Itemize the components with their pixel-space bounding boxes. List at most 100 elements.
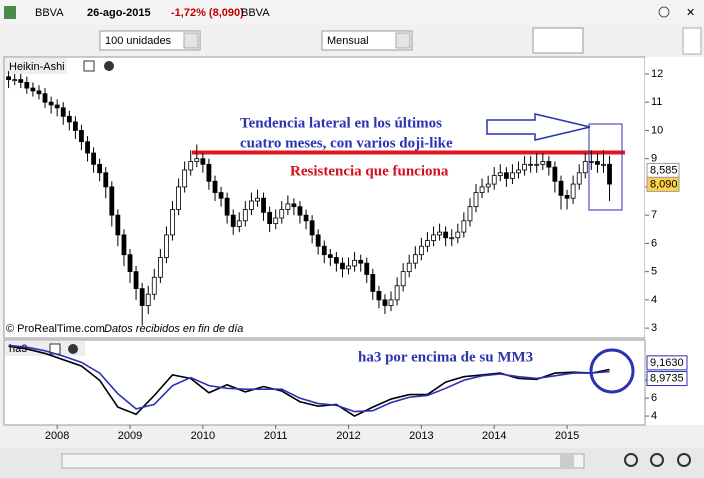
candle-body	[400, 271, 406, 287]
y-tick-label: 11	[651, 96, 662, 108]
x-tick-label: 2011	[264, 430, 288, 442]
quantity: 100 unidades	[105, 35, 172, 47]
candle-body	[291, 203, 297, 208]
period: Mensual	[327, 35, 369, 47]
price-label-box	[646, 176, 680, 192]
candle-body	[255, 197, 260, 202]
indicator-line	[8, 344, 610, 413]
candle-body	[212, 180, 218, 193]
panel-header	[5, 58, 67, 74]
y-tick-label: 4	[651, 410, 657, 422]
x-tick-label: 2013	[409, 430, 433, 442]
zoom-out-button[interactable]	[650, 453, 664, 467]
panel-header	[5, 341, 85, 356]
candle-body	[382, 299, 388, 306]
candle-body	[170, 209, 175, 236]
candle-body	[79, 130, 84, 143]
candle-body	[431, 234, 436, 241]
annotation: cuatro meses, con varios doji-like	[240, 135, 453, 151]
panel-close[interactable]	[68, 344, 78, 354]
candle-body	[273, 217, 279, 225]
date: 26-ago-2015	[87, 7, 151, 19]
dropdown-arrow[interactable]	[395, 32, 411, 49]
price-label-box	[646, 355, 688, 371]
panel-title: Heikin-Ashi	[9, 61, 65, 73]
candle-body	[376, 291, 382, 301]
candle-body	[540, 161, 546, 165]
candle-body	[109, 186, 115, 216]
candle-body	[48, 101, 54, 106]
zoom-in-button[interactable]	[677, 453, 691, 467]
price-label: 8,9735	[650, 372, 684, 384]
candle-body	[473, 192, 479, 208]
scrollbar[interactable]	[61, 453, 585, 469]
candle-body	[236, 220, 242, 227]
credit: © ProRealTime.com	[6, 323, 105, 335]
candle-body	[133, 271, 139, 289]
candle-body	[510, 172, 515, 179]
candle-body	[455, 231, 461, 239]
candle-body	[552, 166, 558, 182]
candle-body	[194, 158, 200, 162]
y-tick-label: 7	[651, 209, 657, 221]
y-tick-label: 3	[651, 322, 657, 334]
dropdown-arrow[interactable]	[183, 32, 199, 49]
close-button[interactable]: ✕	[686, 7, 695, 19]
candle-body	[443, 231, 449, 239]
candle-body	[497, 172, 503, 177]
y-tick-label: 5	[651, 266, 657, 278]
candle-body	[461, 220, 467, 233]
candle-body	[115, 214, 121, 236]
candle-body	[522, 163, 527, 171]
candle-body	[164, 234, 169, 258]
annotation-circle	[589, 348, 635, 394]
price-label-box	[646, 371, 688, 387]
candle-body	[206, 163, 212, 182]
candle-body	[582, 161, 588, 174]
app-icon[interactable]	[4, 6, 16, 19]
period-dropdown[interactable]	[321, 30, 413, 51]
candle-body	[6, 76, 11, 80]
candle-body	[224, 197, 230, 216]
candle-body	[145, 293, 151, 306]
price-panel	[3, 56, 646, 339]
candle-body	[467, 206, 473, 222]
candle-body	[516, 169, 521, 174]
candle-body	[285, 203, 291, 210]
candle-body	[534, 163, 540, 166]
candle-body	[24, 82, 30, 89]
candle-body	[121, 234, 127, 256]
candle-body	[261, 197, 266, 213]
instrument-name: BBVA	[241, 7, 270, 19]
candle-body	[127, 254, 133, 273]
annotation: Resistencia que funciona	[290, 163, 449, 179]
candle-body	[218, 192, 224, 199]
candle-body	[588, 161, 594, 163]
symbol[interactable]: BBVA	[35, 7, 64, 19]
panel-icon[interactable]	[83, 60, 95, 72]
side-button[interactable]	[682, 27, 702, 55]
options-button[interactable]	[658, 6, 670, 18]
candle-body	[485, 183, 491, 188]
plot: 34567891011128,5858,0904689,16308,973520…	[6, 68, 688, 442]
panel-close[interactable]	[104, 61, 114, 71]
title-bar	[0, 0, 704, 25]
candle-body	[358, 259, 364, 264]
candle-body	[249, 200, 254, 210]
scroll-thumb[interactable]	[560, 455, 574, 467]
candle-body	[309, 220, 315, 236]
x-tick-label: 2015	[555, 430, 579, 442]
change: -1,72% (8,090)	[171, 7, 244, 19]
candle-body	[333, 257, 339, 264]
candle-body	[85, 141, 90, 154]
candle-body	[528, 163, 534, 166]
x-tick-label: 2010	[191, 430, 215, 442]
price-label: 8,090	[650, 178, 678, 190]
candle-body	[570, 183, 576, 199]
zoom-button[interactable]	[624, 453, 638, 467]
chart-type-button[interactable]	[532, 27, 584, 54]
quantity-dropdown[interactable]	[99, 30, 201, 51]
y-tick-label: 12	[651, 68, 663, 80]
candle-body	[66, 115, 72, 123]
